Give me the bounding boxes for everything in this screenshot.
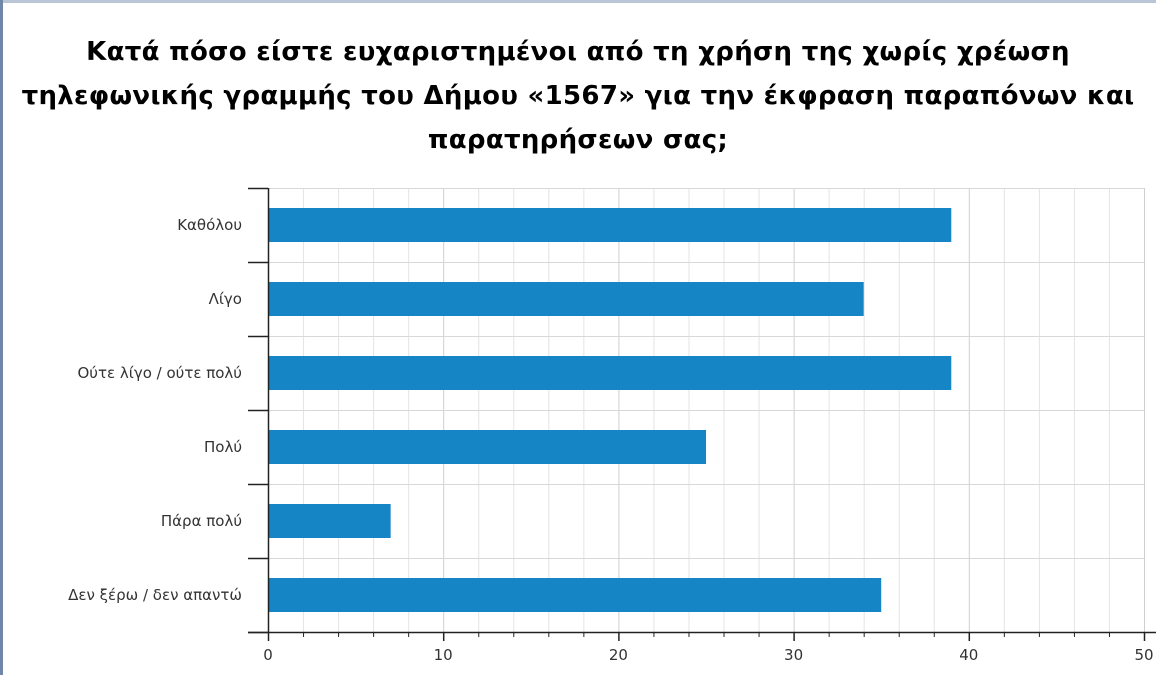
- category-label: Δεν ξέρω / δεν απαντώ: [68, 586, 242, 604]
- x-tick-label: 20: [609, 646, 628, 664]
- category-label: Καθόλου: [177, 216, 242, 234]
- x-tick-label: 0: [263, 646, 273, 664]
- chart-title: Κατά πόσο είστε ευχαριστημένοι από τη χρ…: [21, 37, 1135, 155]
- window-left-border: [0, 0, 3, 675]
- labels-layer: 0 10 20 30 40 50 Καθόλου Λίγο Ούτε λίγο / ούτε π…: [68, 216, 1153, 664]
- x-tick-label: 40: [959, 646, 978, 664]
- x-tick-label: 10: [434, 646, 453, 664]
- category-label: Πάρα πολύ: [161, 512, 242, 530]
- bar: [268, 430, 706, 464]
- bar: [268, 504, 391, 538]
- window-top-border: [0, 0, 1156, 3]
- bar: [268, 208, 952, 242]
- bar: [268, 282, 864, 316]
- category-label: Ούτε λίγο / ούτε πολύ: [77, 364, 242, 382]
- grid-layer: [268, 188, 1145, 633]
- x-tick-label: 50: [1134, 646, 1153, 664]
- category-label: Λίγο: [209, 290, 242, 308]
- bars-layer: [268, 208, 952, 612]
- x-tick-label: 30: [784, 646, 803, 664]
- bar: [268, 356, 952, 390]
- bar: [268, 578, 882, 612]
- axis-layer: [248, 187, 1156, 641]
- category-label: Πολύ: [204, 438, 242, 456]
